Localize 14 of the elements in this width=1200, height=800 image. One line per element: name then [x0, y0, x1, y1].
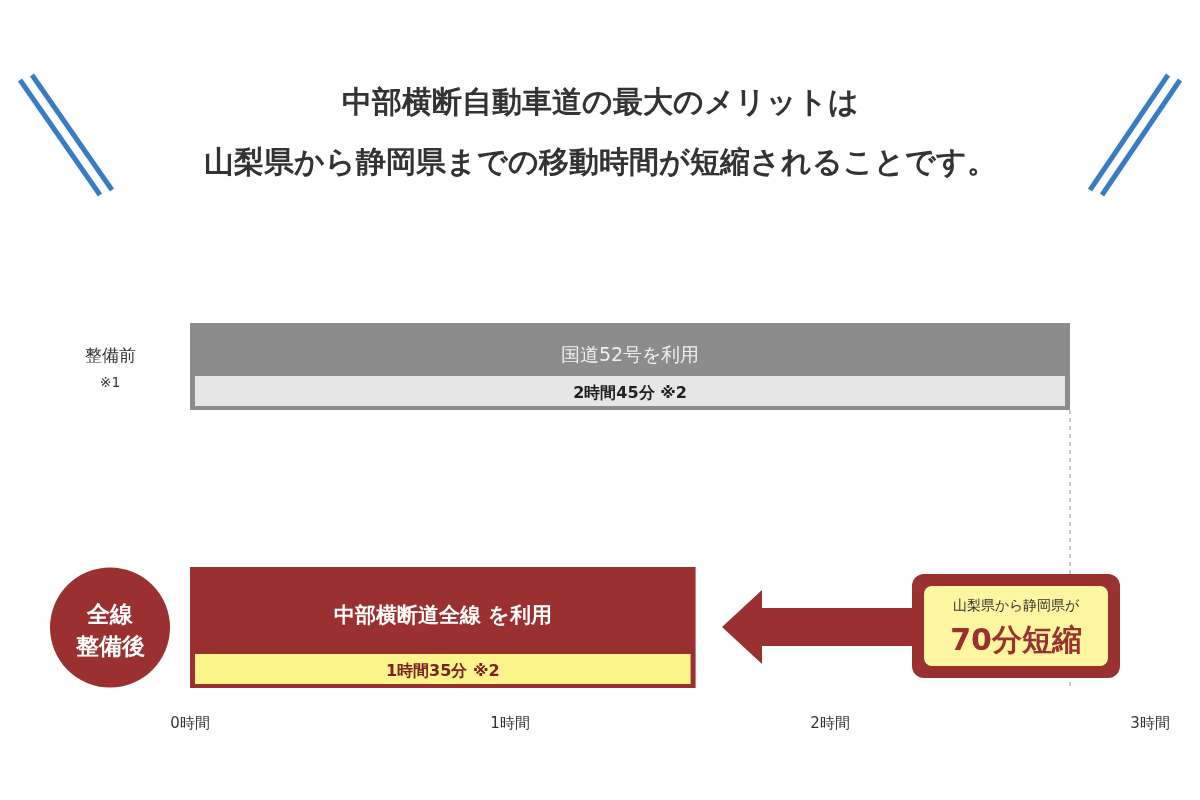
- x-tick-label: 1時間: [490, 714, 530, 732]
- annotation: 1時間35分 ※2: [385, 661, 500, 680]
- annotation: 山梨県から静岡県が: [953, 597, 1080, 613]
- annotation: 国道52号を利用: [560, 343, 700, 365]
- chart-title: 中部横断自動車道の最大のメリットは: [341, 84, 859, 119]
- x-tick-label: 0時間: [170, 714, 210, 732]
- annotation: 中部横断道全線 を利用: [333, 603, 552, 627]
- annotation: 70分短縮: [950, 622, 1082, 657]
- y-tick-label: 整備前 ※1: [84, 344, 136, 390]
- x-tick-label: 3時間: [1130, 714, 1170, 732]
- x-tick-label: 2時間: [810, 714, 850, 732]
- y-tick-label: 全線整備後: [74, 600, 145, 659]
- chart-subtitle: 山梨県から静岡県までの移動時間が短縮されることです。: [203, 144, 997, 179]
- annotation: 2時間45分 ※2: [573, 383, 687, 402]
